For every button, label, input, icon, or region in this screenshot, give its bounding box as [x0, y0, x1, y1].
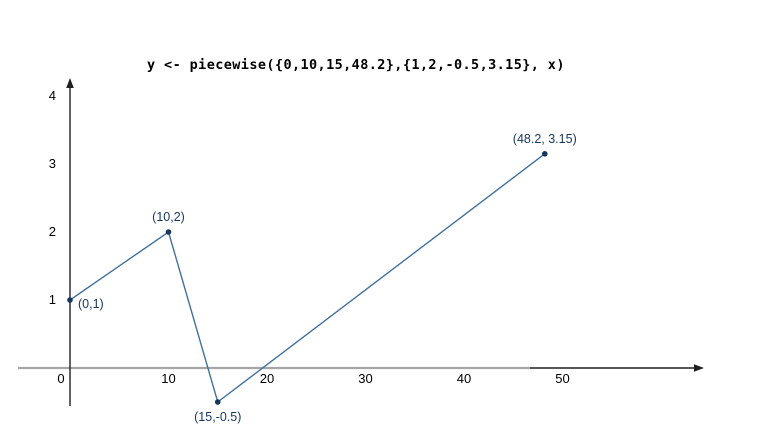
- y-tick-label: 4: [48, 88, 56, 103]
- x-tick-label: 0: [57, 371, 65, 386]
- series-points: [67, 151, 548, 405]
- y-tick-label: 2: [48, 224, 56, 239]
- data-point: [214, 399, 221, 405]
- data-point: [67, 297, 73, 303]
- x-tick-label: 20: [259, 371, 275, 386]
- point-coordinate-label: (10,2): [152, 210, 185, 224]
- piecewise-series-line: [69, 153, 546, 404]
- x-tick-label: 40: [456, 371, 472, 386]
- point-coordinate-label: (15,-0.5): [194, 410, 242, 424]
- x-tick-label: 10: [161, 371, 176, 386]
- x-tick-label: 30: [358, 371, 373, 386]
- data-point: [541, 151, 548, 157]
- point-coordinate-label: (48.2, 3.15): [512, 131, 577, 146]
- data-point: [165, 229, 172, 235]
- x-axis-arrow-icon: [694, 364, 704, 372]
- x-tick-label: 50: [555, 371, 570, 386]
- y-axis-arrow-icon: [66, 78, 74, 88]
- chart-title: y <- piecewise({0,10,15,48.2},{1,2,-0.5,…: [147, 57, 565, 73]
- point-coordinate-label: (0,1): [78, 297, 104, 311]
- y-tick-label: 3: [48, 156, 56, 171]
- y-tick-label: 1: [48, 292, 56, 307]
